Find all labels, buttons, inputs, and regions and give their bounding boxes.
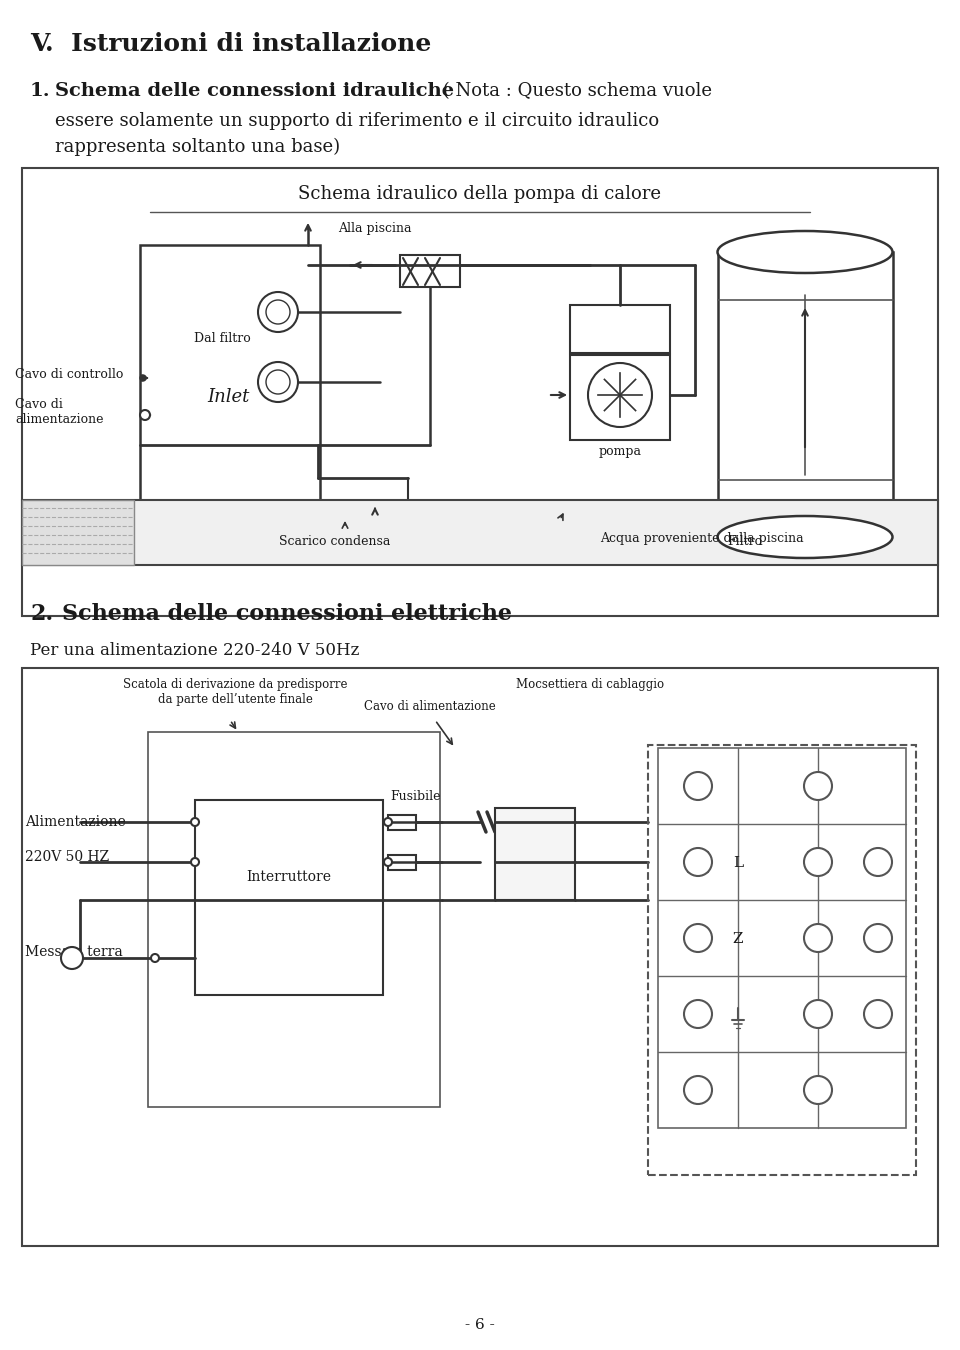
Circle shape [384, 859, 392, 865]
Text: Messa a terra: Messa a terra [25, 945, 123, 958]
Circle shape [61, 946, 83, 969]
Circle shape [191, 859, 199, 865]
Text: L: L [732, 856, 743, 869]
Text: Dal filtro: Dal filtro [194, 332, 251, 346]
Bar [718, 252, 893, 537]
Text: Inlet: Inlet [206, 387, 250, 406]
Text: 1.: 1. [30, 82, 51, 100]
Text: rappresenta soltanto una base): rappresenta soltanto una base) [55, 138, 340, 157]
Bar [22, 668, 938, 1246]
Text: Filtro: Filtro [728, 535, 762, 548]
Bar [658, 748, 906, 1129]
Text: Per una alimentazione 220-240 V 50Hz: Per una alimentazione 220-240 V 50Hz [30, 643, 359, 659]
Ellipse shape [717, 231, 893, 273]
Circle shape [684, 1076, 712, 1104]
Bar [388, 815, 416, 830]
Text: 220V 50 HZ: 220V 50 HZ [25, 850, 109, 864]
Bar [648, 745, 916, 1174]
Circle shape [804, 772, 832, 801]
Bar [495, 809, 575, 900]
Text: Alla piscina: Alla piscina [338, 221, 412, 235]
Text: Mocsettiera di cablaggio: Mocsettiera di cablaggio [516, 678, 664, 691]
Bar [388, 855, 416, 869]
Text: V.  Istruzioni di installazione: V. Istruzioni di installazione [30, 32, 431, 55]
Circle shape [191, 818, 199, 826]
Circle shape [258, 362, 298, 402]
Text: Fusibile: Fusibile [390, 790, 441, 803]
Bar [148, 732, 440, 1107]
Circle shape [804, 1000, 832, 1027]
Text: Acqua proveniente dalla piscina: Acqua proveniente dalla piscina [600, 532, 804, 545]
Text: Cavo di
alimentazione: Cavo di alimentazione [15, 398, 104, 427]
Text: Scatola di derivazione da predisporre
da parte dell’utente finale: Scatola di derivazione da predisporre da… [123, 678, 348, 706]
Text: Schema idraulico della pompa di calore: Schema idraulico della pompa di calore [299, 185, 661, 202]
Circle shape [864, 848, 892, 876]
Circle shape [151, 954, 159, 963]
Circle shape [684, 1000, 712, 1027]
Text: Scarico condensa: Scarico condensa [279, 535, 391, 548]
Circle shape [266, 300, 290, 324]
Circle shape [588, 363, 652, 427]
Bar [140, 244, 320, 531]
Circle shape [384, 818, 392, 826]
Circle shape [864, 923, 892, 952]
Text: Schema delle connessioni elettriche: Schema delle connessioni elettriche [62, 603, 512, 625]
Circle shape [140, 375, 146, 381]
Text: pompa: pompa [598, 446, 641, 458]
Circle shape [684, 772, 712, 801]
Bar [22, 500, 938, 566]
Text: Schema delle connessioni idrauliche: Schema delle connessioni idrauliche [55, 82, 454, 100]
Bar [400, 255, 460, 288]
Circle shape [804, 1076, 832, 1104]
Text: - 6 -: - 6 - [466, 1318, 494, 1332]
Text: Interruttore: Interruttore [247, 869, 331, 884]
Circle shape [804, 848, 832, 876]
Ellipse shape [717, 516, 893, 558]
Text: Z: Z [732, 931, 743, 946]
Circle shape [266, 370, 290, 394]
Text: essere solamente un supporto di riferimento e il circuito idraulico: essere solamente un supporto di riferime… [55, 112, 660, 130]
Circle shape [684, 848, 712, 876]
Text: Alimentazione: Alimentazione [25, 815, 126, 829]
Bar [22, 167, 938, 616]
Circle shape [684, 923, 712, 952]
Bar [570, 355, 670, 440]
Text: ( Nota : Questo schema vuole: ( Nota : Questo schema vuole [437, 82, 712, 100]
Bar [22, 500, 134, 566]
Circle shape [140, 410, 150, 420]
Circle shape [258, 292, 298, 332]
Circle shape [804, 923, 832, 952]
Bar [195, 801, 383, 995]
Bar [570, 305, 670, 352]
Text: Cavo di alimentazione: Cavo di alimentazione [364, 701, 496, 713]
Circle shape [864, 1000, 892, 1027]
Text: 2.: 2. [30, 603, 53, 625]
Text: Cavo di controllo: Cavo di controllo [15, 369, 124, 381]
